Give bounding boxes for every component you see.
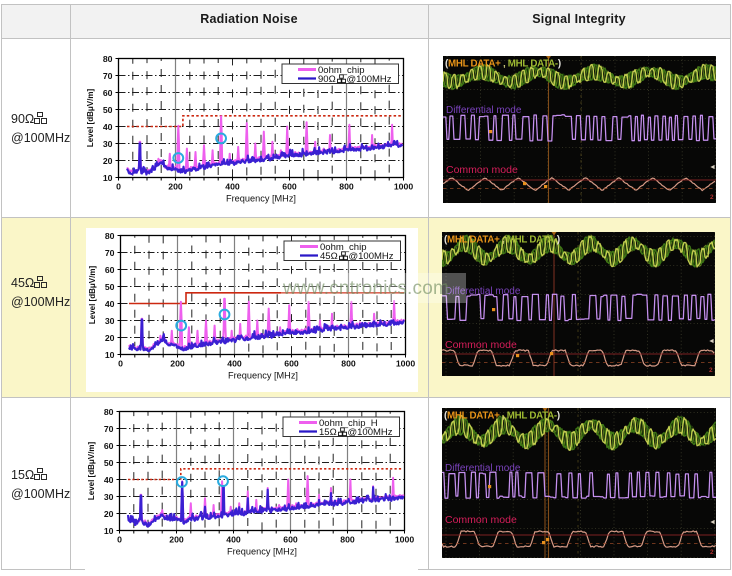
svg-text:50: 50 — [105, 282, 115, 292]
svg-text:Common mode: Common mode — [445, 339, 517, 351]
svg-text:1000: 1000 — [395, 535, 414, 545]
svg-text:600: 600 — [282, 182, 297, 192]
svg-text:60: 60 — [105, 265, 115, 275]
svg-text:40: 40 — [105, 299, 115, 309]
svg-text:600: 600 — [283, 535, 298, 545]
svg-text:20: 20 — [103, 156, 113, 166]
svg-text:2: 2 — [710, 194, 714, 201]
svg-text:@100MHz: @100MHz — [348, 427, 393, 438]
svg-text:60: 60 — [103, 88, 113, 98]
svg-text:Level [dBμV/m]: Level [dBμV/m] — [87, 442, 96, 501]
svg-text:(MHL DATA+ , MHL DATA-): (MHL DATA+ , MHL DATA-) — [444, 411, 560, 422]
svg-text:20: 20 — [104, 509, 114, 519]
svg-text:@100MHz: @100MHz — [349, 251, 394, 262]
svg-text:70: 70 — [105, 248, 115, 258]
svg-text:◄: ◄ — [709, 519, 716, 526]
svg-text:30: 30 — [104, 492, 114, 502]
svg-text:(MHL DATA+ , MHL DATA-): (MHL DATA+ , MHL DATA-) — [445, 59, 561, 70]
svg-text:50: 50 — [104, 458, 114, 468]
svg-text:@100MHz: @100MHz — [347, 74, 392, 85]
svg-text:(MHL DATA+ , MHL DATA-): (MHL DATA+ , MHL DATA-) — [444, 235, 560, 246]
svg-text:80: 80 — [104, 407, 114, 417]
svg-text:Frequency [MHz]: Frequency [MHz] — [227, 547, 297, 557]
svg-text:2: 2 — [710, 549, 714, 556]
svg-text:200: 200 — [170, 359, 185, 369]
svg-text:1000: 1000 — [394, 182, 413, 192]
svg-text:200: 200 — [168, 182, 183, 192]
svg-text:Frequency [MHz]: Frequency [MHz] — [228, 371, 298, 381]
svg-text:0: 0 — [118, 359, 123, 369]
svg-text:400: 400 — [225, 182, 240, 192]
svg-text:Level [dBμV/m]: Level [dBμV/m] — [86, 89, 95, 148]
svg-text:0: 0 — [116, 182, 121, 192]
svg-text:400: 400 — [226, 535, 241, 545]
svg-text:600: 600 — [284, 359, 299, 369]
svg-text:15Ω: 15Ω — [319, 427, 337, 438]
svg-text:◄: ◄ — [709, 164, 716, 171]
svg-text:10: 10 — [105, 350, 115, 360]
svg-text:800: 800 — [340, 535, 355, 545]
svg-text:0ohm_chip: 0ohm_chip — [320, 242, 366, 253]
svg-text:Common mode: Common mode — [445, 514, 517, 526]
svg-text:10: 10 — [103, 173, 113, 183]
svg-text:2: 2 — [709, 367, 713, 374]
svg-text:40: 40 — [104, 475, 114, 485]
svg-text:1000: 1000 — [396, 359, 415, 369]
svg-text:Level [dBμV/m]: Level [dBμV/m] — [88, 266, 97, 325]
svg-text:30: 30 — [105, 316, 115, 326]
svg-text:80: 80 — [103, 54, 113, 64]
svg-text:90Ω: 90Ω — [318, 74, 336, 85]
svg-text:800: 800 — [339, 182, 354, 192]
svg-text:60: 60 — [104, 441, 114, 451]
svg-text:0ohm_chip_H: 0ohm_chip_H — [319, 418, 378, 429]
svg-text:30: 30 — [103, 139, 113, 149]
svg-text:45Ω: 45Ω — [320, 251, 338, 262]
svg-text:200: 200 — [169, 535, 184, 545]
svg-text:70: 70 — [104, 424, 114, 434]
svg-text:Differential mode: Differential mode — [446, 105, 522, 116]
svg-text:70: 70 — [103, 71, 113, 81]
svg-text:80: 80 — [105, 231, 115, 241]
svg-text:20: 20 — [105, 333, 115, 343]
svg-text:Differential mode: Differential mode — [445, 463, 521, 474]
svg-text:Frequency [MHz]: Frequency [MHz] — [226, 194, 296, 204]
svg-text:Differential mode: Differential mode — [445, 286, 521, 297]
svg-text:0: 0 — [117, 535, 122, 545]
svg-text:40: 40 — [103, 122, 113, 132]
svg-text:Common mode: Common mode — [446, 164, 518, 176]
svg-text:400: 400 — [227, 359, 242, 369]
svg-text:◄: ◄ — [708, 338, 715, 345]
svg-text:800: 800 — [341, 359, 356, 369]
svg-text:0ohm_chip: 0ohm_chip — [318, 65, 364, 76]
svg-text:10: 10 — [104, 526, 114, 536]
svg-text:50: 50 — [103, 105, 113, 115]
